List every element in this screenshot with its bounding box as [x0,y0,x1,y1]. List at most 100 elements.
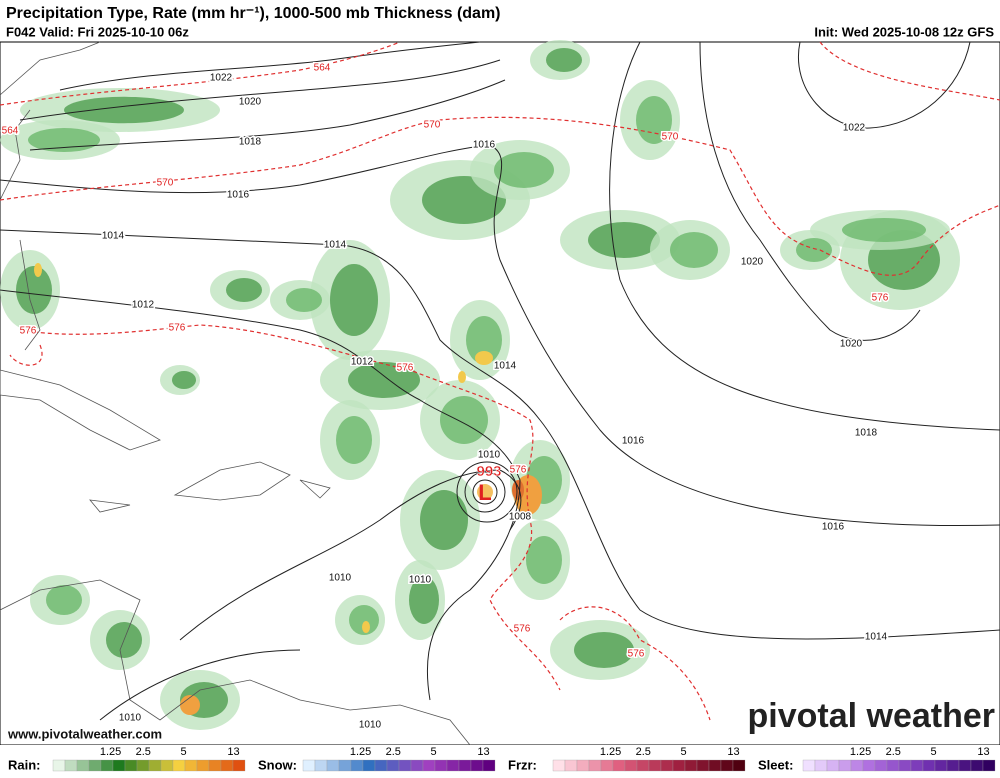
legend-swatch [600,759,614,772]
coastlines [0,41,471,746]
legend-swatch [410,759,424,772]
source-url: www.pivotalweather.com [7,726,162,741]
legend-swatch [862,759,876,772]
legend-swatch [434,759,448,772]
legend-swatch [922,759,936,772]
legend-tick-label: 5 [680,746,686,758]
isobar-label: 1018 [855,428,878,439]
legend-swatch [982,759,996,772]
thickness-label: 576 [872,293,889,304]
rain-area [526,536,562,584]
isobar-label: 1012 [351,357,374,368]
isobar-label: 1016 [473,140,496,151]
legend-tick-label: 2.5 [886,746,901,758]
init-time: Init: Wed 2025-10-08 12z GFS [814,24,994,39]
thickness-label: 564 [314,63,331,74]
isobar-label: 1016 [227,190,250,201]
legend-swatch [88,759,102,772]
legend-swatch [958,759,972,772]
rain-area [409,576,439,624]
legend-swatch [624,759,638,772]
legend-swatch [482,759,496,772]
legend-label: Sleet: [758,757,793,772]
isobar-label: 1010 [329,573,352,584]
legend-swatch [374,759,388,772]
legend-swatch [934,759,948,772]
legend-tick-label: 5 [430,746,436,758]
legend-swatch [398,759,412,772]
legend-swatch [684,759,698,772]
heavy-rain-area [34,263,42,277]
isobar-label: 1018 [239,137,262,148]
isobars [0,41,1000,721]
rain-area [466,316,502,364]
rain-area [420,490,468,550]
title: Precipitation Type, Rate (mm hr⁻¹), 1000… [6,5,501,22]
isobar-label: 1012 [132,300,155,311]
isobar-label: 1014 [324,240,347,251]
legend-swatch [612,759,626,772]
legend-swatch [552,759,566,772]
legend-swatch [470,759,484,772]
isobar-label: 1014 [494,361,517,372]
isobar-label: 1022 [843,123,866,134]
legend-swatch [184,759,198,772]
legend-swatch [898,759,912,772]
legend-label: Frzr: [508,757,537,772]
legend-swatch [112,759,126,772]
legend-swatch [76,759,90,772]
rain-area [440,396,488,444]
rain-area [226,278,262,302]
legend-swatch [458,759,472,772]
thickness-label: 576 [397,363,414,374]
isobar-label: 1016 [822,522,845,533]
thickness-label: 576 [510,465,527,476]
legend-swatch [838,759,852,772]
legend-tick-label: 13 [977,746,989,758]
isobar-label: 1014 [865,632,888,643]
rain-area [796,238,832,262]
legend-swatch [338,759,352,772]
rain-area [28,128,100,152]
rain-area [46,585,82,615]
legend: Rain: 1.25 2.5 5 13 Snow: 1.25 2.5 5 13 Frzr: 1.25 2… [0,745,1000,773]
legend-swatch [946,759,960,772]
low-pressure: 993 [476,463,501,480]
thickness-label: 576 [514,624,531,635]
isobar-label: 1014 [102,231,125,242]
thickness-label: 564 [2,126,19,137]
legend-swatch [136,759,150,772]
rain-area [64,96,184,124]
legend-swatch [672,759,686,772]
heavy-rain-area [512,480,524,500]
legend-tick-label: 1.25 [850,746,871,758]
legend-swatch [874,759,888,772]
legend-tick-label: 1.25 [600,746,621,758]
thickness-label: 570 [157,178,174,189]
legend-tick-label: 13 [477,746,489,758]
rain-area [336,416,372,464]
rain-area [546,48,582,72]
legend-swatch [148,759,162,772]
isobar-label: 1010 [119,713,142,724]
legend-swatch [732,759,746,772]
legend-swatch [422,759,436,772]
legend-tick-label: 2.5 [636,746,651,758]
rain-area [574,632,634,668]
isobar-label: 1020 [239,97,262,108]
thickness-label: 570 [424,120,441,131]
legend-swatch [160,759,174,772]
isobar-label: 1008 [509,512,532,523]
legend-tick-label: 2.5 [136,746,151,758]
legend-swatch [232,759,246,772]
thickness-label: 576 [169,323,186,334]
heavy-rain-area [458,371,466,383]
legend-swatch [970,759,984,772]
legend-swatch [52,759,66,772]
rain-area [494,152,554,188]
legend-swatch [208,759,222,772]
legend-swatch [302,759,316,772]
isobar-label: 1016 [622,436,645,447]
legend-tick-label: 13 [227,746,239,758]
